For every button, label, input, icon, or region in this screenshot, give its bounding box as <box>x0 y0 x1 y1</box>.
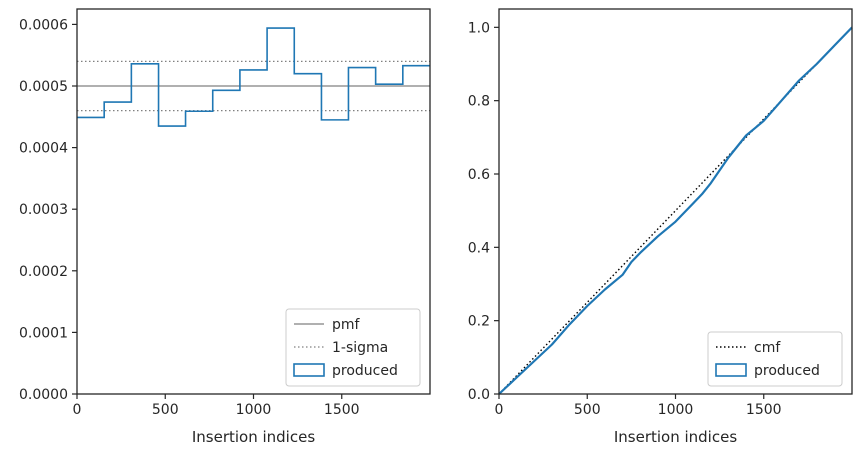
x-tick-label: 1500 <box>324 402 360 418</box>
legend-label: 1-sigma <box>332 340 388 356</box>
x-tick-label: 0 <box>495 402 504 418</box>
legend-label: produced <box>332 363 398 379</box>
x-tick-label: 0 <box>73 402 82 418</box>
y-tick-label: 0.0001 <box>19 325 68 341</box>
legend-label: pmf <box>332 317 361 333</box>
y-tick-label: 0.4 <box>468 240 490 256</box>
legend-produced-handle <box>715 363 747 377</box>
x-tick-label: 500 <box>574 402 601 418</box>
cdf-panel: 0 500 1000 1500 0.0 0.2 0.4 0.6 0.8 1.0 Insertion … <box>468 8 853 446</box>
legend: cmf produced <box>707 331 843 387</box>
produced-step-line <box>77 27 430 127</box>
legend-label: cmf <box>754 340 781 356</box>
produced-cdf-line <box>498 26 853 395</box>
y-tick-label: 0.0 <box>468 387 490 403</box>
y-tick-label: 0.0000 <box>19 387 68 403</box>
x-tick-label: 1000 <box>658 402 694 418</box>
legend: pmf 1-sigma produced <box>285 308 421 387</box>
x-axis-label: Insertion indices <box>192 428 315 446</box>
y-tick-label: 0.0002 <box>19 264 68 280</box>
y-tick-label: 1.0 <box>468 20 490 36</box>
x-tick-label: 1500 <box>746 402 782 418</box>
y-tick-label: 0.2 <box>468 314 490 330</box>
y-tick-label: 0.0003 <box>19 202 68 218</box>
legend-label: produced <box>754 363 820 379</box>
y-tick-label: 0.0006 <box>19 17 68 33</box>
y-tick-label: 0.6 <box>468 167 490 183</box>
x-tick-label: 500 <box>152 402 179 418</box>
y-tick-label: 0.0004 <box>19 141 68 157</box>
y-tick-label: 0.0005 <box>19 79 68 95</box>
histogram-panel: 0 500 1000 1500 0.0000 0.0001 0.0002 0.0003 0.00… <box>19 8 431 446</box>
x-tick-label: 1000 <box>236 402 272 418</box>
legend-box <box>707 331 843 387</box>
x-axis-label: Insertion indices <box>614 428 737 446</box>
legend-box <box>285 308 421 387</box>
legend-produced-handle <box>293 363 325 377</box>
y-tick-label: 0.8 <box>468 94 490 110</box>
